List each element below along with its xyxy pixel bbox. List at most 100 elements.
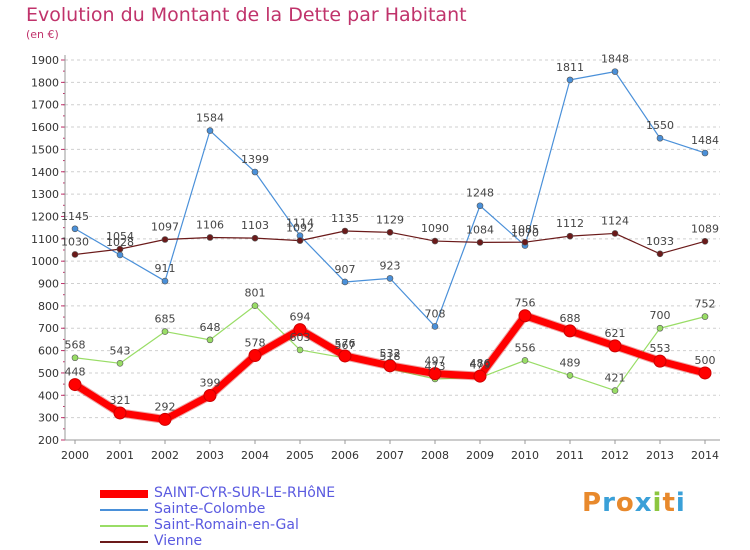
data-point [386, 275, 394, 282]
y-tick-label: 1900 [31, 54, 59, 67]
data-point [521, 238, 529, 246]
x-tick-label: 2012 [601, 449, 629, 462]
legend-label: SAINT-CYR-SUR-LE-RHôNE [154, 485, 336, 501]
data-point [518, 309, 532, 323]
data-label: 1085 [511, 223, 539, 236]
data-point [701, 237, 709, 245]
data-point [296, 346, 304, 354]
data-point [251, 234, 259, 242]
y-tick-label: 1400 [31, 166, 59, 179]
data-label: 1089 [691, 222, 719, 235]
data-label: 1129 [376, 213, 404, 226]
data-point [68, 378, 82, 392]
data-label: 1114 [286, 217, 314, 230]
data-label: 1248 [466, 187, 494, 200]
data-label: 923 [380, 259, 401, 272]
data-point [116, 245, 124, 253]
data-label: 1550 [646, 119, 674, 132]
data-point [161, 328, 169, 335]
y-tick-label: 1800 [31, 76, 59, 89]
y-tick-label: 1600 [31, 121, 59, 134]
data-point [206, 127, 214, 134]
data-point [386, 229, 394, 236]
y-tick-label: 500 [38, 367, 59, 380]
data-label: 321 [110, 394, 131, 407]
x-tick-label: 2002 [151, 449, 179, 462]
data-point [116, 251, 124, 259]
x-tick-label: 2003 [196, 449, 224, 462]
data-point [521, 357, 529, 364]
y-tick-label: 1000 [31, 255, 59, 268]
y-tick-label: 1200 [31, 210, 59, 223]
x-tick-label: 2000 [61, 449, 89, 462]
data-label: 1584 [196, 112, 224, 125]
legend: SAINT-CYR-SUR-LE-RHôNE Sainte-Colombe Sain… [100, 485, 420, 550]
data-point [113, 406, 127, 420]
data-point [431, 237, 439, 245]
data-label: 543 [110, 344, 131, 357]
data-label: 1028 [106, 236, 134, 249]
x-tick-label: 2005 [286, 449, 314, 462]
legend-item: Vienne [100, 533, 420, 550]
x-tick-label: 2001 [106, 449, 134, 462]
data-label: 1084 [466, 223, 494, 236]
y-tick-label: 800 [38, 300, 59, 313]
y-tick-label: 1100 [31, 233, 59, 246]
data-label: 567 [335, 339, 356, 352]
data-point [338, 349, 352, 363]
data-point [611, 68, 619, 75]
y-tick-label: 700 [38, 322, 59, 335]
data-point [161, 277, 169, 285]
x-tick-label: 2010 [511, 449, 539, 462]
data-label: 756 [515, 297, 536, 310]
data-point [431, 323, 439, 330]
data-point [476, 202, 484, 210]
data-label: 603 [290, 331, 311, 344]
data-point [653, 354, 667, 368]
x-tick-label: 2006 [331, 449, 359, 462]
data-label: 578 [245, 337, 266, 350]
data-label: 1070 [511, 227, 539, 240]
y-tick-label: 900 [38, 278, 59, 291]
chart-title: Evolution du Montant de la Dette par Hab… [26, 4, 467, 26]
data-point [566, 232, 574, 240]
line-chart: 200 300 400 500 600 700 800 900 1000 1100 1200 1300… [31, 53, 720, 462]
data-label: 1033 [646, 235, 674, 248]
x-tick-label: 2008 [421, 449, 449, 462]
data-label: 1092 [286, 222, 314, 235]
data-point [656, 134, 664, 142]
data-point [611, 387, 619, 394]
data-label: 421 [605, 372, 626, 385]
data-point [656, 250, 664, 258]
data-point [206, 336, 214, 344]
y-tick-label: 400 [38, 389, 59, 402]
data-point [71, 354, 79, 362]
data-label: 500 [695, 354, 716, 367]
data-label: 399 [200, 377, 221, 390]
y-tick-label: 300 [38, 412, 59, 425]
logo-letter: t [662, 488, 676, 518]
data-label: 518 [380, 350, 401, 363]
data-label: 479 [470, 359, 491, 372]
logo-letter: i [675, 488, 686, 518]
data-point [476, 239, 484, 246]
y-tick-label: 1500 [31, 143, 59, 156]
data-label: 694 [290, 311, 311, 324]
data-label: 532 [380, 347, 401, 360]
logo-letter: r [602, 488, 616, 518]
proxiti-logo: Proxiti [582, 488, 686, 518]
data-point [158, 412, 172, 426]
data-label: 685 [155, 313, 176, 326]
data-point [566, 372, 574, 379]
data-label: 1103 [241, 219, 269, 232]
data-label: 1030 [61, 235, 89, 248]
data-label: 700 [650, 309, 671, 322]
data-point [293, 323, 307, 337]
data-point [608, 339, 622, 353]
logo-letter: o [615, 488, 635, 518]
data-label: 556 [515, 341, 536, 354]
data-label: 801 [245, 287, 266, 300]
data-point [383, 359, 397, 373]
logo-letter: P [582, 488, 603, 518]
